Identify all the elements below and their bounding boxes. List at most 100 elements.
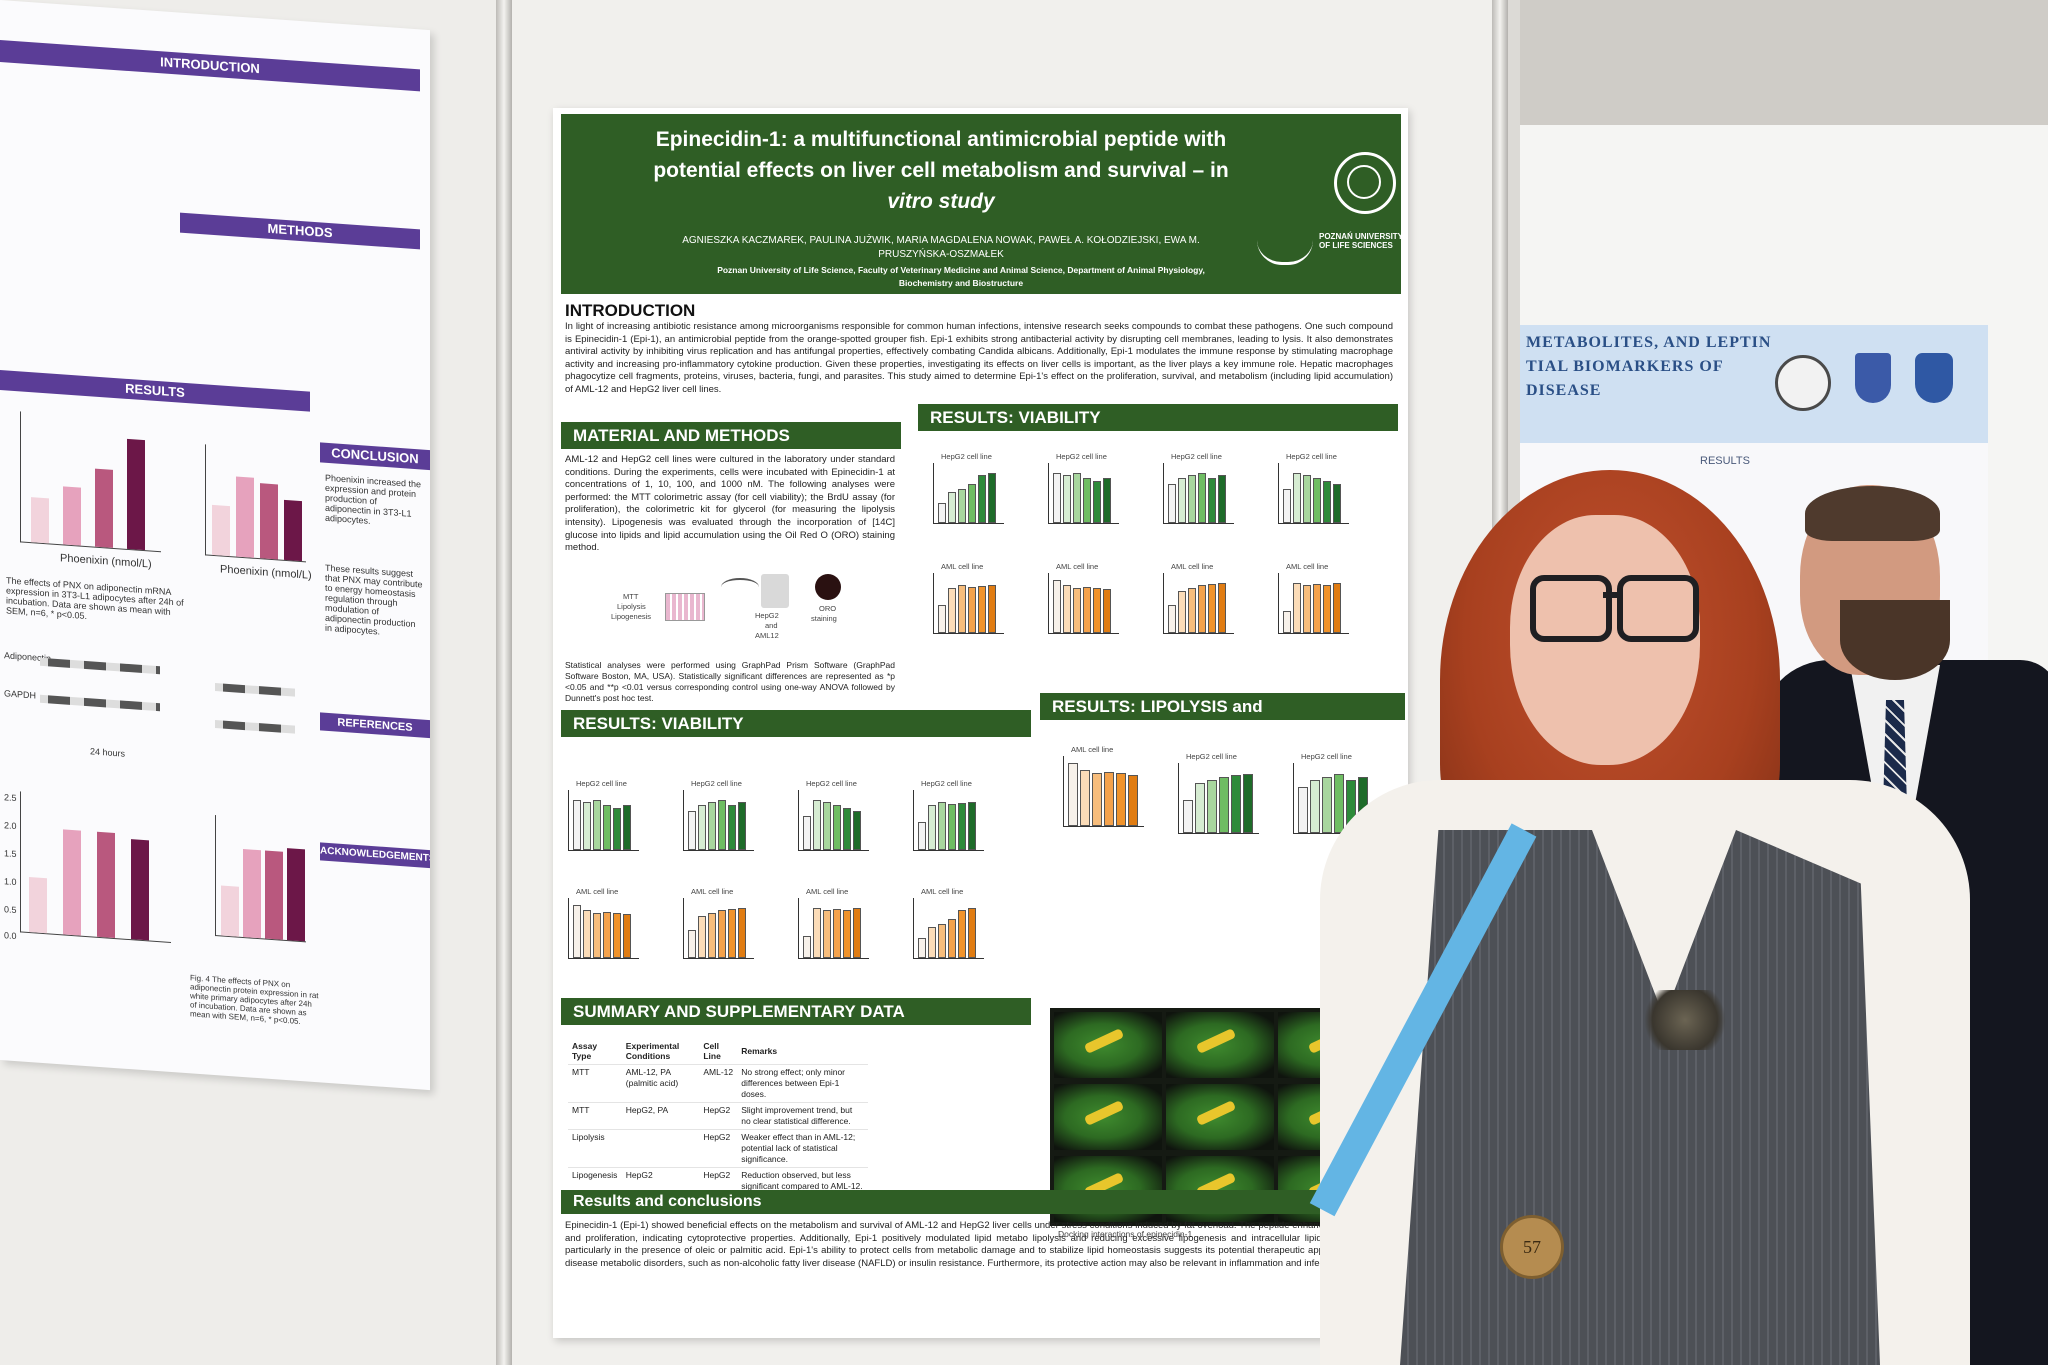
chart-bar (1116, 773, 1126, 826)
axis-label: Phoenixin (nmol/L) (60, 552, 152, 571)
mini-bar-chart (1278, 463, 1349, 524)
chart-bar (1188, 588, 1196, 633)
mini-bar-chart (1163, 463, 1234, 524)
table-cell: HepG2 (699, 1102, 738, 1130)
table-cell: AML-12, PA (palmitic acid) (621, 1064, 700, 1103)
chart-bar (1293, 473, 1301, 523)
mini-bar-chart (913, 790, 984, 851)
authors-line: AGNIESZKA KACZMAREK, PAULINA JUŻWIK, MAR… (682, 235, 1200, 246)
chart-bar (803, 936, 811, 958)
chart-bar (1168, 605, 1176, 633)
chart-bar (287, 848, 305, 942)
left-poster-chart-4 (215, 815, 306, 943)
conclusions-text: Epinecidin-1 (Epi-1) showed beneficial e… (565, 1220, 1385, 1269)
right-poster-title: METABOLITES, AND LEPTIN TIAL BIOMARKERS … (1526, 331, 1771, 403)
chart-bar (1313, 478, 1321, 523)
conclusion-text: Phoenixin increased the expression and p… (325, 472, 422, 526)
table-cell: HepG2, PA (621, 1102, 700, 1130)
title-line: TIAL BIOMARKERS OF (1526, 358, 1724, 375)
chart-bar (1092, 773, 1102, 826)
section-heading-summary: SUMMARY AND SUPPLEMENTARY DATA (561, 998, 1031, 1025)
column-header: Remarks (741, 1046, 778, 1056)
chart-bar (212, 504, 230, 557)
chart-bar (260, 483, 278, 560)
chart-bar (948, 588, 956, 633)
university-logo-icon (1257, 240, 1313, 265)
chart-bar (593, 913, 601, 958)
table-row: MTT HepG2, PA HepG2 Slight improvement t… (568, 1102, 868, 1130)
chart-bar (1073, 588, 1081, 633)
chart-bar (1195, 783, 1205, 833)
diagram-label: Lipogenesis (611, 612, 652, 621)
western-blot-band (40, 657, 160, 675)
chart-bar (1283, 489, 1291, 523)
chart-bar (958, 489, 966, 523)
poster-authors: AGNIESZKA KACZMAREK, PAULINA JUŻWIK, MAR… (651, 234, 1231, 262)
chart-bar (97, 831, 115, 939)
mini-bar-chart (683, 898, 754, 959)
table-cell: Reduction observed, but less significant… (737, 1167, 868, 1194)
chart-bar (1231, 775, 1241, 833)
chart-title: AML cell line (576, 887, 619, 896)
left-poster-chart-1 (20, 411, 161, 553)
chart-bar (918, 938, 926, 958)
chart-bar (1334, 774, 1344, 833)
chart-bar (1053, 580, 1061, 633)
axis-label: Phoenixin (nmol/L) (220, 563, 312, 582)
docking-image (1054, 1012, 1162, 1078)
conclusion-text-2: These results suggest that PNX may contr… (325, 562, 423, 637)
chart-title: HepG2 cell line (921, 779, 972, 788)
chart-title: AML cell line (1071, 745, 1114, 754)
chart-bar (1068, 763, 1078, 826)
table-cell: HepG2 (699, 1129, 738, 1168)
diagram-label: Lipolysis (617, 602, 646, 611)
chart-bar (1323, 585, 1331, 633)
table-cell: Weaker effect than in AML-12; potential … (737, 1129, 868, 1168)
chart-bar (1218, 475, 1226, 523)
chart-bar (1333, 484, 1341, 523)
column-header: Experimental Conditions (625, 1041, 680, 1061)
chart-bar (928, 805, 936, 850)
chart-title: HepG2 cell line (1171, 452, 1222, 461)
chart-bar (1053, 473, 1061, 523)
oro-stain-dot-icon (815, 574, 841, 600)
chart-title: AML cell line (941, 562, 984, 571)
chart-bar (1323, 481, 1331, 523)
chart-bar (284, 499, 302, 562)
section-heading-results-viability-2: RESULTS: VIABILITY (561, 710, 1031, 737)
left-poster: INTRODUCTION METHODS RESULTS CONCLUSION … (0, 0, 430, 1091)
introduction-text: In light of increasing antibiotic resist… (565, 321, 1393, 395)
western-blot-band (215, 683, 295, 697)
mini-bar-chart (798, 790, 869, 851)
chart-bar (1322, 777, 1332, 833)
chart-bar (1168, 484, 1176, 523)
chart-bar (1178, 591, 1186, 633)
chart-bar (958, 803, 966, 850)
chart-bar (948, 492, 956, 523)
docking-image (1166, 1012, 1274, 1078)
chart-bar (573, 800, 581, 850)
arrow-icon (721, 578, 759, 596)
chart-bar (1208, 478, 1216, 523)
table-cell: Slight improvement trend, but no clear s… (737, 1102, 868, 1130)
mini-bar-chart (683, 790, 754, 851)
chart-bar (688, 811, 696, 850)
chart-bar (813, 908, 821, 958)
chart-bar (1103, 589, 1111, 633)
diagram-label: ORO (819, 604, 837, 613)
chart-bar (1283, 611, 1291, 633)
figure-caption: Fig. 4 The effects of PNX on adiponectin… (190, 973, 319, 1027)
chart-title: AML cell line (1171, 562, 1214, 571)
chart-bar (1128, 775, 1138, 826)
chart-bar (127, 438, 145, 551)
chart-bar (708, 802, 716, 850)
column-header: Cell Line (703, 1041, 721, 1061)
chart-title: AML cell line (806, 887, 849, 896)
right-poster-results-label: RESULTS (1700, 455, 1750, 467)
authors-line: PRUSZYŃSKA-OSZMAŁEK (878, 249, 1004, 260)
chart-bar (265, 850, 283, 940)
title-line: Epinecidin-1: a multifunctional antimicr… (655, 128, 1227, 151)
chart-bar (623, 805, 631, 850)
main-poster: Epinecidin-1: a multifunctional antimicr… (553, 108, 1408, 1338)
